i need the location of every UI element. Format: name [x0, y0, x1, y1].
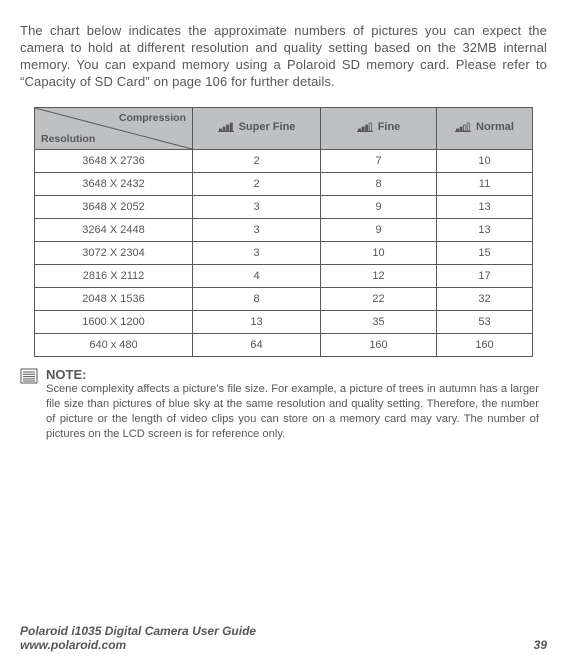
value-cell: 3 — [193, 218, 321, 241]
resolution-cell: 640 x 480 — [35, 333, 193, 356]
value-cell: 3 — [193, 195, 321, 218]
intro-paragraph: The chart below indicates the approximat… — [20, 22, 547, 91]
capacity-table-container: Compression Resolution Super Fine Fine Nor… — [20, 107, 547, 357]
resolution-cell: 3648 X 2736 — [35, 149, 193, 172]
table-row: 3072 X 230431015 — [35, 241, 533, 264]
resolution-cell: 3648 X 2052 — [35, 195, 193, 218]
header-resolution-label: Resolution — [41, 133, 95, 145]
table-row: 2816 X 211241217 — [35, 264, 533, 287]
footer-url: www.polaroid.com — [20, 638, 256, 652]
value-cell: 13 — [437, 195, 533, 218]
value-cell: 10 — [437, 149, 533, 172]
value-cell: 3 — [193, 241, 321, 264]
note-title: NOTE: — [46, 367, 539, 382]
note-block: NOTE: Scene complexity affects a picture… — [20, 367, 547, 442]
quality-bars-icon — [218, 122, 234, 132]
quality-bars-icon — [357, 122, 373, 132]
table-row: 3648 X 24322811 — [35, 172, 533, 195]
value-cell: 12 — [321, 264, 437, 287]
resolution-cell: 2048 X 1536 — [35, 287, 193, 310]
quality-bars-icon — [455, 122, 471, 132]
value-cell: 10 — [321, 241, 437, 264]
value-cell: 160 — [321, 333, 437, 356]
column-header-super-fine: Super Fine — [193, 107, 321, 149]
value-cell: 17 — [437, 264, 533, 287]
column-header-label: Super Fine — [239, 121, 296, 133]
resolution-cell: 1600 X 1200 — [35, 310, 193, 333]
resolution-cell: 2816 X 2112 — [35, 264, 193, 287]
value-cell: 8 — [193, 287, 321, 310]
value-cell: 15 — [437, 241, 533, 264]
note-body: Scene complexity affects a picture’s fil… — [46, 382, 539, 442]
value-cell: 7 — [321, 149, 437, 172]
column-header-fine: Fine — [321, 107, 437, 149]
value-cell: 32 — [437, 287, 533, 310]
value-cell: 53 — [437, 310, 533, 333]
value-cell: 160 — [437, 333, 533, 356]
column-header-label: Normal — [476, 121, 514, 133]
corner-header: Compression Resolution — [35, 107, 193, 149]
column-header-label: Fine — [378, 121, 401, 133]
value-cell: 9 — [321, 195, 437, 218]
note-icon — [20, 368, 38, 387]
table-row: 640 x 48064160160 — [35, 333, 533, 356]
resolution-cell: 3648 X 2432 — [35, 172, 193, 195]
column-header-normal: Normal — [437, 107, 533, 149]
footer-guide-title: Polaroid i1035 Digital Camera User Guide — [20, 624, 256, 638]
value-cell: 2 — [193, 149, 321, 172]
table-row: 2048 X 153682232 — [35, 287, 533, 310]
value-cell: 22 — [321, 287, 437, 310]
table-row: 3264 X 24483913 — [35, 218, 533, 241]
resolution-cell: 3264 X 2448 — [35, 218, 193, 241]
page-footer: Polaroid i1035 Digital Camera User Guide… — [20, 624, 547, 652]
value-cell: 2 — [193, 172, 321, 195]
table-row: 3648 X 20523913 — [35, 195, 533, 218]
value-cell: 13 — [437, 218, 533, 241]
table-row: 3648 X 27362710 — [35, 149, 533, 172]
value-cell: 35 — [321, 310, 437, 333]
resolution-cell: 3072 X 2304 — [35, 241, 193, 264]
value-cell: 8 — [321, 172, 437, 195]
value-cell: 9 — [321, 218, 437, 241]
header-compression-label: Compression — [119, 112, 186, 124]
table-row: 1600 X 1200133553 — [35, 310, 533, 333]
value-cell: 4 — [193, 264, 321, 287]
capacity-table: Compression Resolution Super Fine Fine Nor… — [34, 107, 533, 357]
value-cell: 64 — [193, 333, 321, 356]
value-cell: 13 — [193, 310, 321, 333]
page-number: 39 — [534, 638, 547, 652]
value-cell: 11 — [437, 172, 533, 195]
